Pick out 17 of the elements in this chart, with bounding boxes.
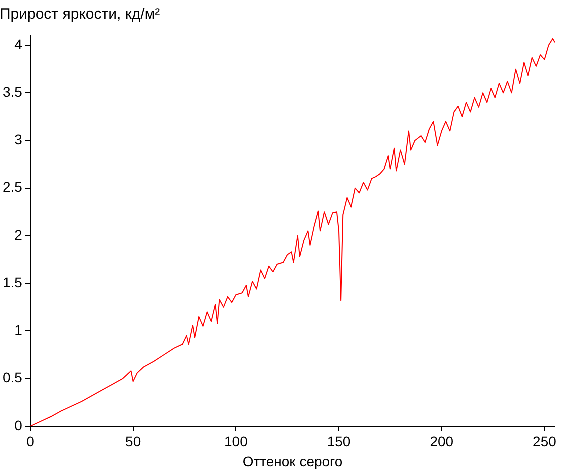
y-tick-label: 4 [14,36,23,52]
x-axis-title: Оттенок серого [242,453,343,470]
y-tick-label: 2 [14,226,23,243]
x-tick-label: 200 [430,434,454,450]
y-tick-label: 2.5 [2,179,23,196]
x-tick-label: 100 [224,434,248,450]
y-tick-label: 0.5 [2,370,23,386]
x-tick-label: 250 [533,434,557,450]
x-tick-label: 50 [126,434,142,450]
y-tick-label: 0 [14,417,23,434]
y-tick-label: 3.5 [2,84,23,100]
y-tick-label: 1.5 [2,274,23,290]
x-tick-label: 150 [327,434,351,450]
x-tick-label: 0 [26,434,35,450]
y-tick-label: 3 [14,132,23,148]
y-tick-label: 1 [14,322,23,338]
chart-title: Прирост яркости, кд/м² [0,6,160,24]
